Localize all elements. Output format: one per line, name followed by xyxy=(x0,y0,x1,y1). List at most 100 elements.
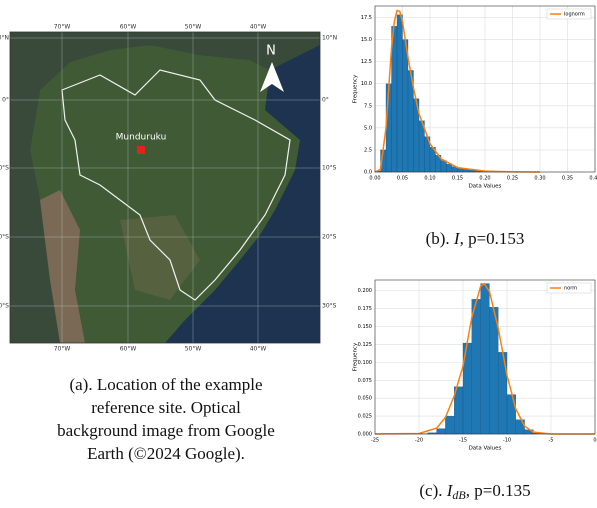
caption-rest: , p=0.135 xyxy=(466,481,531,500)
fit-line xyxy=(374,9,541,173)
legend-label: norm xyxy=(564,286,577,292)
x-tick-label: -20 xyxy=(415,438,423,444)
caption-prefix: (b). xyxy=(426,229,450,248)
x-axis-label: Data Values xyxy=(469,446,502,452)
x-tick-label: 0.25 xyxy=(507,176,518,182)
map-andes xyxy=(40,190,85,343)
lon-label: 40°W xyxy=(250,24,267,31)
x-tick-label: -25 xyxy=(371,438,379,444)
fit-line xyxy=(374,282,595,435)
y-tick-label: 0.200 xyxy=(358,288,372,294)
map-cerrado xyxy=(120,215,200,300)
histogram-bar xyxy=(462,169,469,173)
y-tick-label: 12.5 xyxy=(361,59,372,65)
histogram-bar xyxy=(391,26,398,173)
map-labels: 70°W 70°W 60°W 60°W 50°W 50°W 40°W 40°W 10°N 10°N… xyxy=(0,24,337,353)
y-tick-label: 0.025 xyxy=(358,414,372,420)
lon-label: 50°W xyxy=(185,346,202,353)
y-tick-label: 5.0 xyxy=(364,125,372,131)
histogram-bar xyxy=(471,299,481,435)
histogram-bar xyxy=(396,14,403,173)
y-tick-label: 17.5 xyxy=(361,15,372,21)
map-frame xyxy=(9,31,321,344)
x-tick-label: 0.30 xyxy=(534,176,545,182)
chart: 0.00 0.05 0.10 0.15 0.20 0.25 0.30 0.35 0.40 0.0 2… xyxy=(353,5,597,190)
lat-label: 30°S xyxy=(322,303,337,310)
histogram-bar xyxy=(446,163,453,173)
y-tick-label: 2.5 xyxy=(364,147,372,153)
x-tick-label: 0.20 xyxy=(479,176,490,182)
legend-label: lognorm xyxy=(564,12,585,18)
x-tick-label: 0.15 xyxy=(452,176,463,182)
north-label: N xyxy=(266,44,276,59)
lat-label: 0° xyxy=(2,97,9,104)
caption-rest: , p=0.153 xyxy=(460,229,525,248)
caption-line: background image from Google xyxy=(57,421,275,440)
y-tick-label: 0.150 xyxy=(358,324,372,330)
x-tick-label: 0.40 xyxy=(589,176,597,182)
site-marker xyxy=(137,146,145,154)
y-tick-label: 0.075 xyxy=(358,378,372,384)
legend-box xyxy=(546,282,592,294)
histogram-bar xyxy=(515,419,525,435)
lat-label: 10°S xyxy=(0,165,9,172)
x-tick-label: -15 xyxy=(459,438,467,444)
histogram-bar xyxy=(436,428,446,435)
caption-c: (c). IdB, p=0.135 xyxy=(419,481,530,502)
lon-label: 70°W xyxy=(54,24,71,31)
chart: -25 -20 -15 -10 -5 0 0.000 0.025 0.050 0.075 0.100… xyxy=(353,279,597,452)
x-tick-label: -5 xyxy=(549,438,554,444)
y-tick-label: 0.050 xyxy=(358,396,372,402)
caption-b: (b). I, p=0.153 xyxy=(426,229,525,248)
lat-label: 20°S xyxy=(0,234,9,241)
x-tick-label: 0.00 xyxy=(369,176,380,182)
map: Munduruku N xyxy=(9,31,321,344)
caption-symbol: I xyxy=(446,481,454,500)
y-tick-label: 7.5 xyxy=(364,103,372,109)
north-arrow xyxy=(260,62,284,92)
y-tick-label: 10.0 xyxy=(361,81,372,87)
caption-line: Earth (©2024 Google). xyxy=(87,444,245,463)
y-axis-label: Frequency xyxy=(353,74,359,103)
x-tick-label: 0.10 xyxy=(424,176,435,182)
caption-subscript: dB xyxy=(452,488,466,502)
x-axis-label: Data Values xyxy=(469,184,502,190)
lat-label: 10°N xyxy=(322,35,337,42)
histogram-bar xyxy=(440,160,447,173)
lat-label: 0° xyxy=(322,97,329,104)
lat-label: 10°N xyxy=(0,35,9,42)
y-tick-label: 0.125 xyxy=(358,342,372,348)
caption-a: (a). Location of the example reference si… xyxy=(57,375,275,463)
lat-label: 20°S xyxy=(322,234,337,241)
histogram-bar xyxy=(445,415,455,435)
lon-label: 50°W xyxy=(185,24,202,31)
lon-label: 60°W xyxy=(120,24,137,31)
lon-label: 40°W xyxy=(250,346,267,353)
histogram-bar xyxy=(489,307,499,435)
y-axis-label: Frequency xyxy=(353,342,359,371)
map-graticule xyxy=(10,32,320,343)
axes-frame xyxy=(374,5,596,173)
site-label: Munduruku xyxy=(116,133,167,143)
lon-label: 60°W xyxy=(120,346,137,353)
y-tick-label: 15.0 xyxy=(361,37,372,43)
lat-label: 30°S xyxy=(0,303,9,310)
y-tick-label: 0.100 xyxy=(358,360,372,366)
x-tick-label: -10 xyxy=(503,438,511,444)
caption-symbol: I xyxy=(453,229,461,248)
brazil-border xyxy=(61,69,291,301)
map-land xyxy=(30,45,300,343)
lat-label: 10°S xyxy=(322,165,337,172)
legend-box xyxy=(546,8,592,20)
y-tick-label: 0.175 xyxy=(358,306,372,312)
x-tick-label: 0.05 xyxy=(397,176,408,182)
axes-frame xyxy=(374,279,596,435)
x-tick-label: 0.35 xyxy=(562,176,573,182)
caption-line: (a). Location of the example xyxy=(69,375,262,394)
x-tick-label: 0 xyxy=(593,438,596,444)
map-land-north-west xyxy=(10,32,320,343)
lon-label: 70°W xyxy=(54,346,71,353)
y-tick-label: 0.000 xyxy=(358,432,372,438)
